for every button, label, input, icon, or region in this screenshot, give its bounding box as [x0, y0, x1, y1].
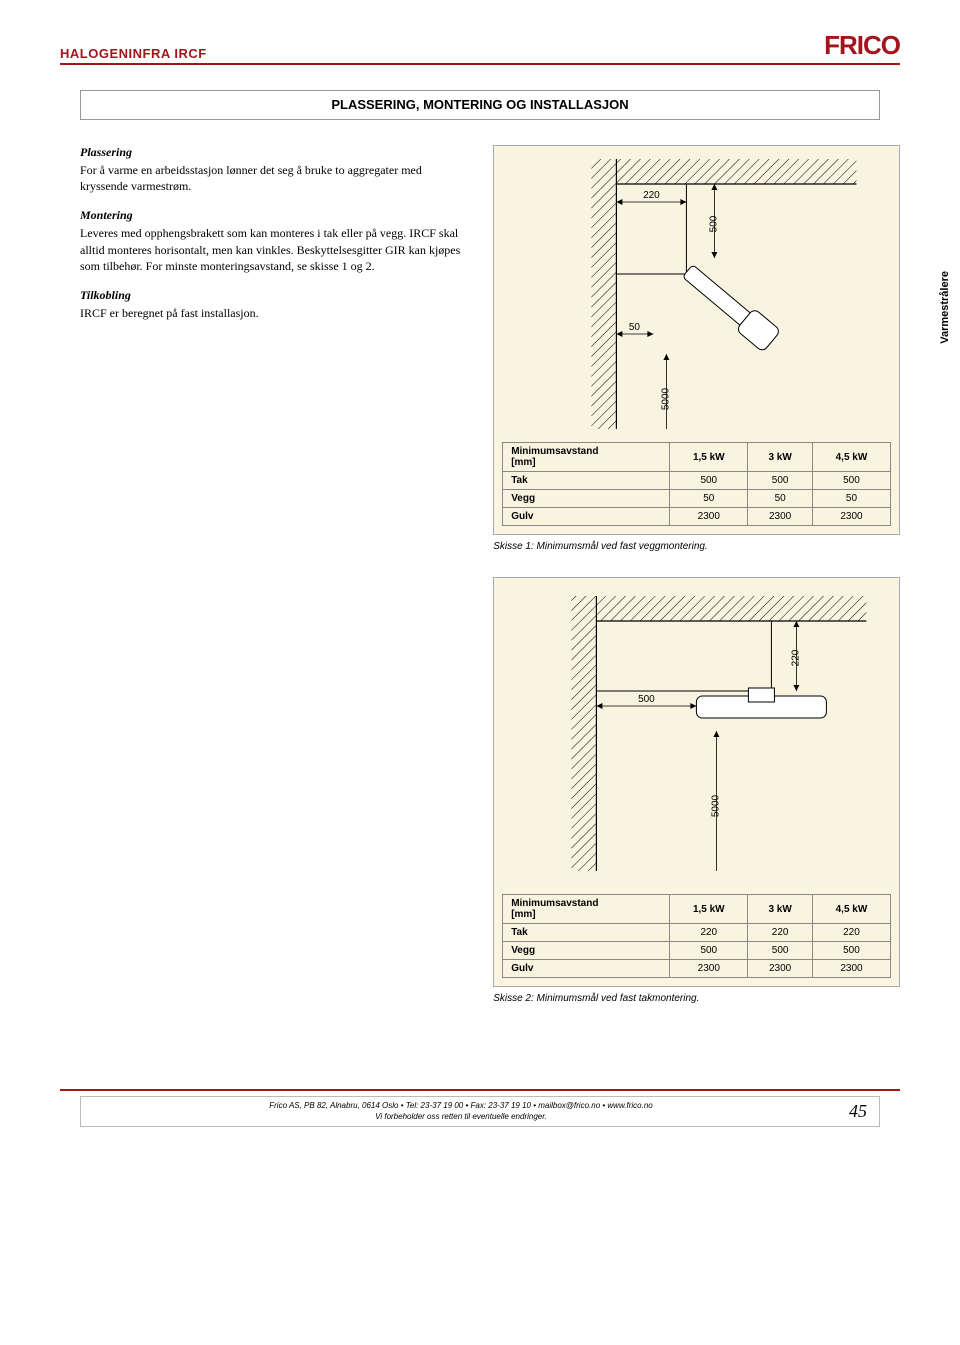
- dim-500: 500: [709, 215, 720, 232]
- page-header: HALOGENINFRA IRCF FRICO: [60, 30, 900, 65]
- dim-50: 50: [629, 322, 641, 333]
- table-row: Tak 500 500 500: [503, 472, 891, 490]
- plassering-body: For å varme en arbeidsstasjon lønner det…: [80, 162, 463, 194]
- section-title-box: PLASSERING, MONTERING OG INSTALLASJON: [80, 90, 880, 120]
- dim-500b: 500: [638, 694, 655, 705]
- figures-column: Varmestrålere: [493, 145, 900, 1029]
- section-title: PLASSERING, MONTERING OG INSTALLASJON: [331, 97, 628, 112]
- brand-logo: FRICO: [824, 30, 900, 61]
- table-header-label: Minimumsavstand [mm]: [503, 895, 670, 924]
- doc-title: HALOGENINFRA IRCF: [60, 46, 207, 61]
- tilkobling-body: IRCF er beregnet på fast installasjon.: [80, 305, 463, 321]
- plassering-title: Plassering: [80, 145, 463, 160]
- figure-1-box: 220 500 50 5000 Minimumsavstand [mm]: [493, 145, 900, 535]
- table-row: Minimumsavstand [mm] 1,5 kW 3 kW 4,5 kW: [503, 443, 891, 472]
- col-1: 1,5 kW: [670, 895, 748, 924]
- col-2: 3 kW: [748, 895, 813, 924]
- col-1: 1,5 kW: [670, 443, 748, 472]
- footer-rule: [60, 1089, 900, 1091]
- dim-220b: 220: [791, 649, 802, 666]
- side-tab-label: Varmestrålere: [939, 271, 951, 344]
- montering-body: Leveres med opphengsbrakett som kan mont…: [80, 225, 463, 274]
- content-row: Plassering For å varme en arbeidsstasjon…: [60, 145, 900, 1029]
- page-number: 45: [849, 1101, 867, 1122]
- table-row: Gulv 2300 2300 2300: [503, 960, 891, 978]
- row-label: Tak: [503, 472, 670, 490]
- table-row: Gulv 2300 2300 2300: [503, 508, 891, 526]
- table-row: Tak 220 220 220: [503, 924, 891, 942]
- dim-5000: 5000: [661, 387, 672, 410]
- dim-5000b: 5000: [711, 794, 722, 817]
- diagram-1: 220 500 50 5000: [502, 154, 891, 434]
- diagram-2: 500 220 5000: [502, 586, 891, 886]
- montering-title: Montering: [80, 208, 463, 223]
- text-column: Plassering For å varme en arbeidsstasjon…: [60, 145, 463, 1029]
- row-label: Tak: [503, 924, 670, 942]
- row-label: Vegg: [503, 942, 670, 960]
- col-3: 4,5 kW: [812, 443, 890, 472]
- row-label: Gulv: [503, 960, 670, 978]
- figure-2-box: 500 220 5000 Minimumsavstand [mm] 1,5 kW…: [493, 577, 900, 987]
- row-label: Gulv: [503, 508, 670, 526]
- table-1: Minimumsavstand [mm] 1,5 kW 3 kW 4,5 kW …: [502, 442, 891, 526]
- tilkobling-title: Tilkobling: [80, 288, 463, 303]
- col-2: 3 kW: [748, 443, 813, 472]
- figure-1-caption: Skisse 1: Minimumsmål ved fast veggmonte…: [493, 541, 900, 552]
- figure-2-caption: Skisse 2: Minimumsmål ved fast takmonter…: [493, 993, 900, 1004]
- table-row: Vegg 500 500 500: [503, 942, 891, 960]
- table-row: Minimumsavstand [mm] 1,5 kW 3 kW 4,5 kW: [503, 895, 891, 924]
- dim-220: 220: [643, 190, 660, 201]
- footer-text: Frico AS, PB 82, Alnabru, 0614 Oslo • Te…: [93, 1101, 829, 1122]
- table-row: Vegg 50 50 50: [503, 490, 891, 508]
- row-label: Vegg: [503, 490, 670, 508]
- footer-box: Frico AS, PB 82, Alnabru, 0614 Oslo • Te…: [80, 1096, 880, 1127]
- col-3: 4,5 kW: [812, 895, 890, 924]
- table-header-label: Minimumsavstand [mm]: [503, 443, 670, 472]
- table-2: Minimumsavstand [mm] 1,5 kW 3 kW 4,5 kW …: [502, 894, 891, 978]
